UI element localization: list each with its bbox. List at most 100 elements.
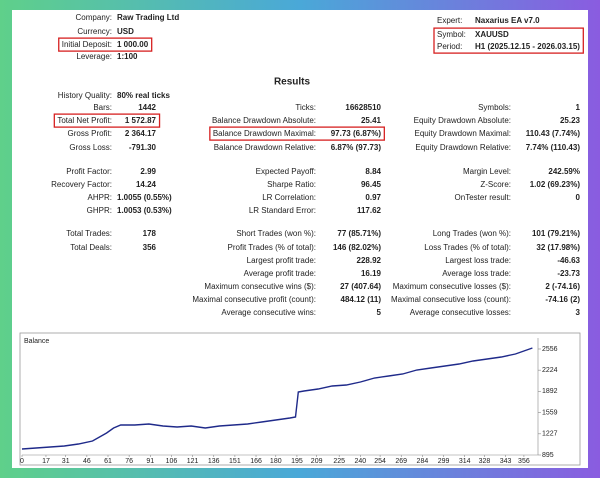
result-label: LR Standard Error: bbox=[249, 206, 316, 215]
result-label: Maximal consecutive loss (count): bbox=[391, 295, 511, 304]
x-tick-label: 314 bbox=[459, 458, 471, 465]
results-title: Results bbox=[274, 77, 311, 88]
result-value: 80% real ticks bbox=[117, 91, 170, 100]
result-label: OnTester result: bbox=[455, 193, 511, 202]
x-tick-label: 106 bbox=[166, 458, 178, 465]
x-tick-label: 254 bbox=[374, 458, 386, 465]
result-label: Total Deals: bbox=[70, 243, 112, 252]
header-value: 1 000.00 bbox=[117, 40, 149, 49]
y-tick-label: 2556 bbox=[542, 346, 558, 353]
result-label: Bars: bbox=[93, 103, 112, 112]
result-value: 1 bbox=[576, 103, 581, 112]
result-label: Average loss trade: bbox=[442, 269, 511, 278]
x-tick-label: 343 bbox=[500, 458, 512, 465]
result-value: 146 (82.02%) bbox=[333, 243, 381, 252]
result-label: Total Net Profit: bbox=[57, 116, 112, 125]
x-tick-label: 225 bbox=[333, 458, 345, 465]
result-value: 228.92 bbox=[357, 256, 382, 265]
result-value: 16628510 bbox=[345, 103, 381, 112]
result-value: -23.73 bbox=[557, 269, 580, 278]
x-tick-label: 284 bbox=[417, 458, 429, 465]
header-value: Raw Trading Ltd bbox=[117, 13, 179, 22]
x-tick-label: 195 bbox=[291, 458, 303, 465]
result-label: Maximum consecutive wins ($): bbox=[204, 282, 316, 291]
x-tick-label: 46 bbox=[83, 458, 91, 465]
result-value: 7.74% (110.43) bbox=[526, 143, 581, 152]
result-label: Maximum consecutive losses ($): bbox=[393, 282, 511, 291]
result-value: 1.02 (69.23%) bbox=[530, 180, 581, 189]
result-label: Gross Loss: bbox=[69, 143, 112, 152]
y-tick-label: 1559 bbox=[542, 409, 558, 416]
result-value: 6.87% (97.73) bbox=[331, 143, 382, 152]
y-tick-label: 1227 bbox=[542, 431, 558, 438]
result-value: 0 bbox=[576, 193, 581, 202]
header-value: XAUUSD bbox=[475, 30, 509, 39]
result-value: 1 572.87 bbox=[125, 116, 157, 125]
result-label: Average consecutive wins: bbox=[221, 308, 316, 317]
x-tick-label: 328 bbox=[479, 458, 491, 465]
result-label: Sharpe Ratio: bbox=[267, 180, 316, 189]
result-label: Expected Payoff: bbox=[256, 167, 316, 176]
result-label: Gross Profit: bbox=[68, 129, 112, 138]
result-value: 0.97 bbox=[365, 193, 381, 202]
x-tick-label: 121 bbox=[187, 458, 199, 465]
highlight-box bbox=[58, 37, 153, 52]
chart-frame bbox=[19, 332, 581, 466]
highlight-box bbox=[433, 27, 584, 54]
result-value: 14.24 bbox=[136, 180, 157, 189]
result-label: AHPR: bbox=[88, 193, 112, 202]
result-label: Profit Trades (% of total): bbox=[228, 243, 316, 252]
x-tick-label: 269 bbox=[395, 458, 407, 465]
result-value: 484.12 (11) bbox=[341, 295, 382, 304]
result-value: 178 bbox=[143, 229, 157, 238]
result-label: Loss Trades (% of total): bbox=[424, 243, 511, 252]
result-label: Symbols: bbox=[478, 103, 511, 112]
result-value: -791.30 bbox=[129, 143, 157, 152]
x-tick-label: 31 bbox=[62, 458, 70, 465]
result-label: Equity Drawdown Relative: bbox=[415, 143, 511, 152]
highlight-box bbox=[53, 113, 161, 128]
x-tick-label: 209 bbox=[311, 458, 323, 465]
chart-title: Balance bbox=[24, 338, 49, 345]
x-tick-label: 299 bbox=[438, 458, 450, 465]
result-value: 25.23 bbox=[560, 116, 581, 125]
result-value: 101 (79.21%) bbox=[532, 229, 580, 238]
x-tick-label: 240 bbox=[355, 458, 367, 465]
highlight-box bbox=[209, 126, 385, 141]
result-value: 117.62 bbox=[357, 206, 382, 215]
x-tick-label: 0 bbox=[20, 458, 24, 465]
y-tick-label: 1892 bbox=[542, 388, 558, 395]
result-label: LR Correlation: bbox=[262, 193, 316, 202]
result-label: GHPR: bbox=[87, 206, 112, 215]
header-label: Leverage: bbox=[76, 52, 112, 61]
result-label: Total Trades: bbox=[66, 229, 112, 238]
result-label: Short Trades (won %): bbox=[236, 229, 316, 238]
result-label: History Quality: bbox=[58, 91, 112, 100]
header-value: 1:100 bbox=[117, 52, 138, 61]
result-label: Equity Drawdown Absolute: bbox=[414, 116, 511, 125]
result-label: Balance Drawdown Relative: bbox=[214, 143, 316, 152]
result-value: 16.19 bbox=[361, 269, 382, 278]
x-tick-label: 91 bbox=[146, 458, 154, 465]
result-label: Equity Drawdown Maximal: bbox=[415, 129, 511, 138]
result-value: 97.73 (6.87%) bbox=[331, 129, 382, 138]
result-label: Recovery Factor: bbox=[51, 180, 112, 189]
x-tick-label: 76 bbox=[125, 458, 133, 465]
balance-line bbox=[21, 347, 533, 450]
result-value: 110.43 (7.74%) bbox=[526, 129, 581, 138]
header-value: H1 (2025.12.15 - 2026.03.15) bbox=[475, 42, 580, 51]
x-tick-label: 356 bbox=[518, 458, 530, 465]
result-value: 1.0053 (0.53%) bbox=[117, 206, 172, 215]
result-label: Balance Drawdown Maximal: bbox=[213, 129, 316, 138]
result-value: -74.16 (2) bbox=[545, 295, 580, 304]
header-value: Naxarius EA v7.0 bbox=[475, 16, 540, 25]
result-value: 77 (85.71%) bbox=[337, 229, 381, 238]
x-tick-label: 180 bbox=[270, 458, 282, 465]
result-label: Largest loss trade: bbox=[445, 256, 511, 265]
x-tick-label: 61 bbox=[104, 458, 112, 465]
result-value: -46.63 bbox=[557, 256, 580, 265]
x-tick-label: 136 bbox=[208, 458, 220, 465]
result-label: Margin Level: bbox=[463, 167, 511, 176]
result-label: Long Trades (won %): bbox=[433, 229, 511, 238]
